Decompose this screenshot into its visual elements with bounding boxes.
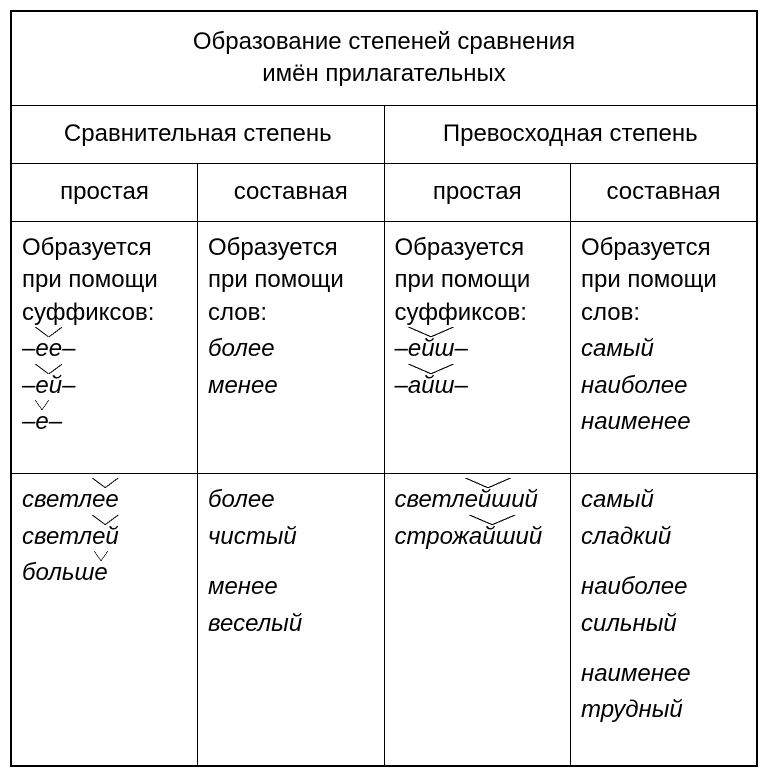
ex-word: менее: [208, 571, 374, 603]
word-bolee: более: [208, 333, 374, 365]
word-samyj: самый: [581, 333, 746, 365]
header-superlative: Превосходная степень: [384, 105, 757, 163]
suffix-ejsh: –ейш–: [395, 333, 561, 365]
header-superlative-simple: простая: [384, 163, 571, 221]
rule-intro: Образуется при помощи слов:: [581, 232, 746, 329]
ex-post: ий: [516, 523, 543, 550]
suffix-post: –: [454, 372, 467, 399]
cell-ex-superlative-simple: светлейший строжайший: [384, 474, 571, 766]
word-naimenee: наименее: [581, 406, 746, 438]
subtype-header-row: простая составная простая составная: [11, 163, 757, 221]
ex-hat: е: [94, 557, 107, 589]
cell-rule-superlative-simple: Образуется при помощи суффиксов: –ейш– –…: [384, 222, 571, 474]
ex-hat: айш: [469, 521, 516, 553]
ex-bolshe: больше: [22, 557, 187, 589]
suffix-hat: ей: [35, 370, 62, 402]
ex-pre: больш: [22, 559, 94, 586]
page: Образование степеней сравнения имён прил…: [0, 0, 768, 777]
ex-pre: строж: [395, 523, 469, 550]
ex-pre: светл: [22, 523, 92, 550]
suffix-pre: –: [395, 372, 408, 399]
suffix-ej: –ей–: [22, 370, 187, 402]
cell-ex-comparative-compound: более чистый менее веселый: [198, 474, 385, 766]
rule-intro: Образуется при помощи суффиксов:: [22, 232, 187, 329]
ex-word: более: [208, 484, 374, 516]
suffix-hat: е: [35, 406, 48, 438]
ex-naibolee-silnyj: наиболее сильный: [581, 571, 746, 640]
title-line-2: имён прилагательных: [22, 58, 746, 90]
ex-svetlejshij: светлейший: [395, 484, 561, 516]
rule-intro: Образуется при помощи суффиксов:: [395, 232, 561, 329]
word-menee: менее: [208, 370, 374, 402]
title-line-1: Образование степеней сравнения: [22, 26, 746, 58]
cell-ex-superlative-compound: самый сладкий наиболее сильный наименее …: [571, 474, 758, 766]
grammar-table: Образование степеней сравнения имён прил…: [10, 10, 758, 767]
ex-svetlej: светлей: [22, 521, 187, 553]
suffix-hat: ее: [35, 333, 62, 365]
suffix-post: –: [62, 335, 75, 362]
suffix-post: –: [49, 408, 62, 435]
suffix-hat: айш: [408, 370, 455, 402]
suffix-e: –е–: [22, 406, 187, 438]
suffix-ajsh: –айш–: [395, 370, 561, 402]
suffix-ee: –ее–: [22, 333, 187, 365]
ex-word: наиболее: [581, 571, 746, 603]
header-superlative-compound: составная: [571, 163, 758, 221]
suffix-pre: –: [22, 372, 35, 399]
ex-word: самый: [581, 484, 746, 516]
ex-post: ий: [511, 486, 538, 513]
ex-svetlee: светлее: [22, 484, 187, 516]
ex-word: чистый: [208, 521, 374, 553]
ex-pre: светл: [395, 486, 465, 513]
ex-word: сладкий: [581, 521, 746, 553]
table-title: Образование степеней сравнения имён прил…: [11, 11, 757, 105]
header-comparative: Сравнительная степень: [11, 105, 384, 163]
ex-word: веселый: [208, 608, 374, 640]
suffix-pre: –: [22, 408, 35, 435]
cell-rule-comparative-compound: Образуется при помощи слов: более менее: [198, 222, 385, 474]
examples-row: светлее светлей больше более чистый мене…: [11, 474, 757, 766]
ex-hat: ейш: [465, 484, 512, 516]
suffix-post: –: [454, 335, 467, 362]
ex-word: наименее: [581, 658, 746, 690]
ex-naimenee-trudnyj: наименее трудный: [581, 658, 746, 727]
ex-word: трудный: [581, 694, 746, 726]
header-comparative-compound: составная: [198, 163, 385, 221]
ex-hat: ей: [92, 521, 119, 553]
title-row: Образование степеней сравнения имён прил…: [11, 11, 757, 105]
suffix-post: –: [62, 372, 75, 399]
word-naibolee: наиболее: [581, 370, 746, 402]
ex-bolee-chistyj: более чистый: [208, 484, 374, 553]
suffix-hat: ейш: [408, 333, 455, 365]
ex-menee-veselyj: менее веселый: [208, 571, 374, 640]
degree-header-row: Сравнительная степень Превосходная степе…: [11, 105, 757, 163]
cell-rule-superlative-compound: Образуется при помощи слов: самый наибол…: [571, 222, 758, 474]
ex-samyj-sladkij: самый сладкий: [581, 484, 746, 553]
suffix-pre: –: [395, 335, 408, 362]
suffix-pre: –: [22, 335, 35, 362]
rule-intro: Образуется при помощи слов:: [208, 232, 374, 329]
ex-word: сильный: [581, 608, 746, 640]
cell-rule-comparative-simple: Образуется при помощи суффиксов: –ее– –е…: [11, 222, 198, 474]
ex-strozhajshij: строжайший: [395, 521, 561, 553]
header-comparative-simple: простая: [11, 163, 198, 221]
cell-ex-comparative-simple: светлее светлей больше: [11, 474, 198, 766]
rules-row: Образуется при помощи суффиксов: –ее– –е…: [11, 222, 757, 474]
ex-pre: светл: [22, 486, 92, 513]
ex-hat: ее: [92, 484, 119, 516]
